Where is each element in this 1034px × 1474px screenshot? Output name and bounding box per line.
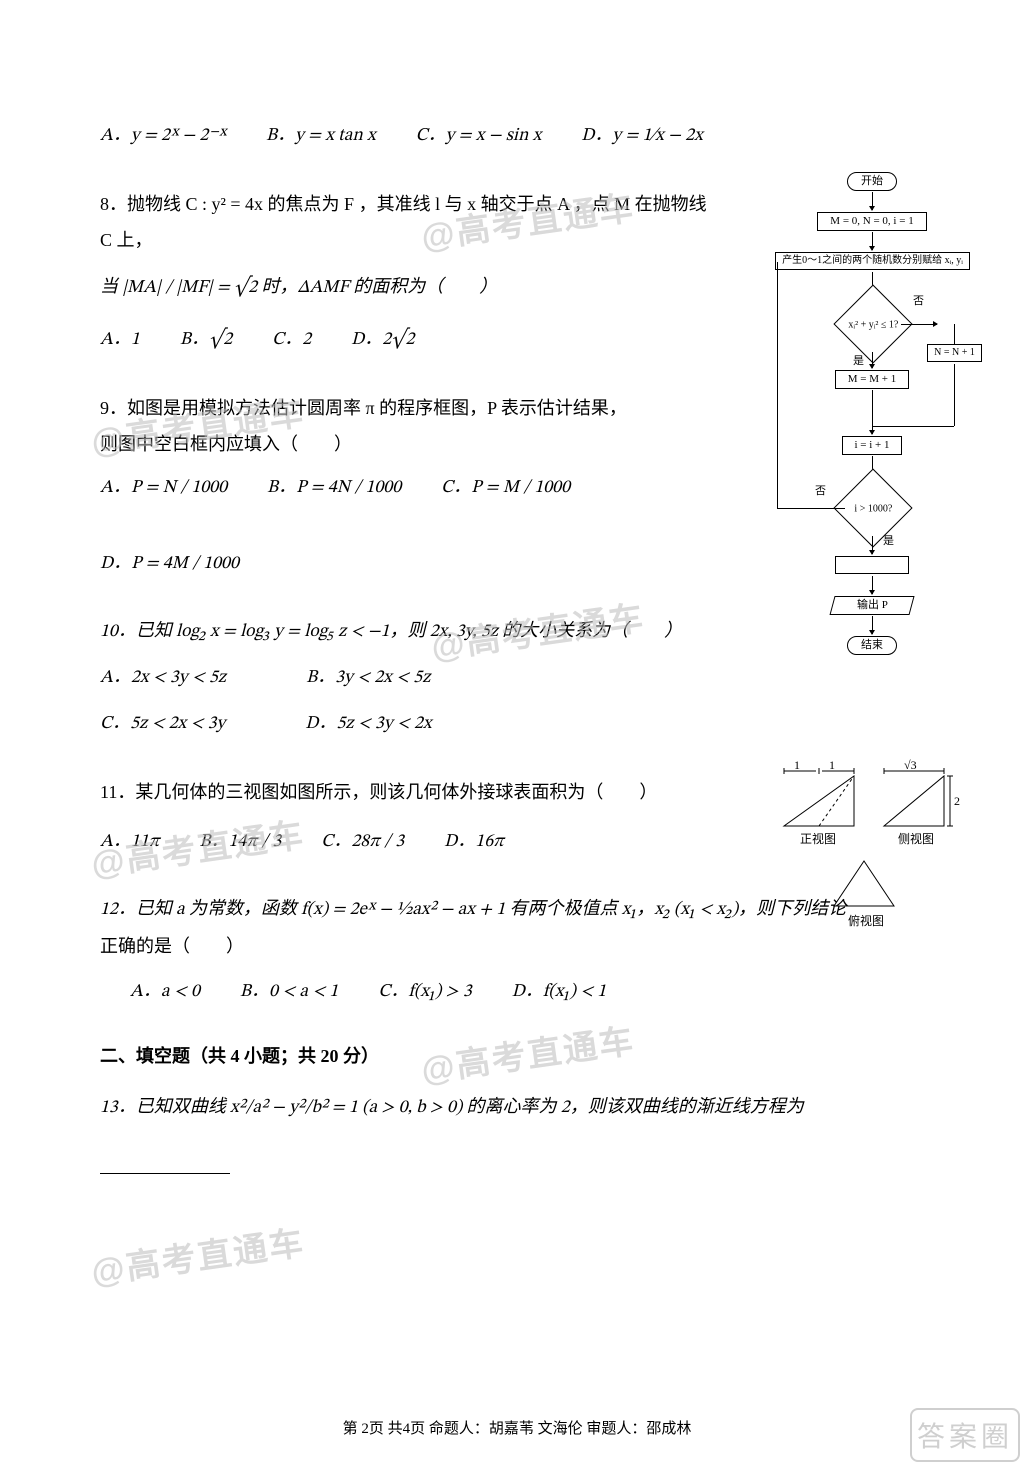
q8-opt-B: B．√2 <box>180 322 232 358</box>
q9-stem1: 9．如图是用模拟方法估计圆周率 π 的程序框图，P 表示估计结果， <box>100 390 700 426</box>
fc-arrow <box>777 508 845 509</box>
fc-arrow <box>872 352 873 368</box>
q9: 9．如图是用模拟方法估计圆周率 π 的程序框图，P 表示估计结果， 则图中空白框… <box>100 390 700 582</box>
fc-start: 开始 <box>847 172 897 191</box>
fc-cond2: i > 1000? <box>833 468 912 547</box>
q8-opt-C: C．2 <box>272 322 311 358</box>
q13-stem: 13．已知双曲线 x²/a² − y²/b² = 1 (a > 0, b > 0… <box>100 1099 804 1117</box>
q10-opt-D: D．5z < 3y < 2x <box>305 706 431 742</box>
q7-opt-D: D．y = 1⁄x − 2x <box>581 118 702 154</box>
flowchart: 开始 M = 0, N = 0, i = 1 产生0～1之间的两个随机数分别赋给… <box>757 172 982 682</box>
three-view-svg <box>774 766 964 936</box>
fc-rand: 产生0～1之间的两个随机数分别赋给 xᵢ, yᵢ <box>775 252 970 270</box>
q8-stem2: 当 |MA| / |MF| = √2 时，ΔAMF 的面积为（ ） <box>100 270 720 306</box>
tv-dim-1b: 1 <box>829 758 835 773</box>
q10: 10．已知 log₂ x = log₃ y = log₅ z < −1，则 2x… <box>100 614 740 742</box>
tv-front-cap: 正视图 <box>800 830 836 847</box>
tv-dim-1a: 1 <box>794 758 800 773</box>
exam-page: @高考直通车 @高考直通车 @高考直通车 @高考直通车 @高考直通车 @高考直通… <box>0 0 1034 1474</box>
fc-blank <box>835 556 909 574</box>
fc-arrow <box>954 324 955 344</box>
q10-opt-A: A．2x < 3y < 5z <box>100 660 226 696</box>
fc-no-label: 否 <box>913 292 924 308</box>
q12-opt-B: B．0 < a < 1 <box>240 974 338 1010</box>
q13: 13．已知双曲线 x²/a² − y²/b² = 1 (a > 0, b > 0… <box>100 1088 934 1186</box>
fc-end: 结束 <box>847 636 897 655</box>
q11-stem: 11．某几何体的三视图如图所示，则该几何体外接球表面积为（ ） <box>100 774 720 810</box>
q8-opt-D: D．2√2 <box>351 322 414 358</box>
q7-opt-A: A．y = 2ˣ − 2⁻ˣ <box>100 118 226 154</box>
fc-no2-label: 否 <box>815 482 826 498</box>
q11-opt-C: C．28π / 3 <box>321 824 404 860</box>
fc-arrow <box>901 324 937 325</box>
q8-stem1: 8．抛物线 C : y² = 4x 的焦点为 F ，其准线 l 与 x 轴交于点… <box>100 186 720 258</box>
fc-arrow <box>872 536 873 554</box>
answer-badge: 答案圈 <box>910 1408 1020 1462</box>
fc-n-inc: N = N + 1 <box>927 344 982 362</box>
fc-init: M = 0, N = 0, i = 1 <box>817 212 927 231</box>
q7-options: A．y = 2ˣ − 2⁻ˣ B．y = x tan x C．y = x − s… <box>100 118 934 154</box>
page-footer: 第 2页 共4页 命题人：胡嘉苇 文海伦 审题人：邵成林 <box>0 1417 1034 1438</box>
q12-opt-C: C．f(x₁) > 3 <box>378 974 471 1010</box>
q8-opt-A: A．1 <box>100 322 140 358</box>
q9-opt-B: B．P = 4N / 1000 <box>267 470 401 506</box>
q11: 11．某几何体的三视图如图所示，则该几何体外接球表面积为（ ） A．11π B．… <box>100 774 720 860</box>
q11-opt-A: A．11π <box>100 824 159 860</box>
fc-arrow <box>872 390 873 434</box>
fc-arrow <box>777 262 778 508</box>
q10-opt-B: B．3y < 2x < 5z <box>306 660 430 696</box>
q11-opt-D: D．16π <box>444 824 504 860</box>
q12-opt-D: D．f(x₁) < 1 <box>512 974 606 1010</box>
fc-yes2-label: 是 <box>883 532 894 548</box>
tv-dim-2: 2 <box>954 794 960 809</box>
three-view-figure: 1 1 √3 2 正视图 侧视图 俯视图 <box>774 766 964 936</box>
fc-m-inc: M = M + 1 <box>835 370 909 389</box>
fc-i-inc: i = i + 1 <box>842 436 902 455</box>
q12-opt-A: A．a < 0 <box>130 974 200 1010</box>
q10-opt-C: C．5z < 2x < 3y <box>100 706 225 742</box>
fc-arrow <box>872 192 873 210</box>
fc-arrow <box>872 232 873 250</box>
section-2-title: 二、填空题（共 4 小题；共 20 分） <box>100 1042 934 1068</box>
q9-opt-D: D．P = 4M / 1000 <box>100 546 239 582</box>
q13-blank <box>100 1173 230 1174</box>
q9-stem2: 则图中空白框内应填入（ ） <box>100 426 700 462</box>
q9-opt-A: A．P = N / 1000 <box>100 470 227 506</box>
q7-opt-B: B．y = x tan x <box>266 118 376 154</box>
tv-top-cap: 俯视图 <box>848 912 884 929</box>
q10-stem: 10．已知 log₂ x = log₃ y = log₅ z < −1，则 2x… <box>100 614 740 650</box>
q11-opt-B: B．14π / 3 <box>199 824 281 860</box>
fc-arrow <box>954 364 955 426</box>
fc-yes-label: 是 <box>853 352 864 368</box>
q7-opt-C: C．y = x − sin x <box>416 118 542 154</box>
fc-output: 输出 P <box>829 596 914 615</box>
q8: 8．抛物线 C : y² = 4x 的焦点为 F ，其准线 l 与 x 轴交于点… <box>100 186 720 358</box>
tv-side-cap: 侧视图 <box>898 830 934 847</box>
fc-arrow <box>872 616 873 634</box>
watermark: @高考直通车 <box>88 1215 308 1293</box>
q9-opt-C: C．P = M / 1000 <box>441 470 570 506</box>
fc-cond1-label: xᵢ² + yᵢ² ≤ 1? <box>833 320 913 331</box>
fc-cond2-label: i > 1000? <box>833 504 913 515</box>
fc-output-label: 输出 P <box>857 599 888 612</box>
tv-dim-sqrt3: √3 <box>904 758 917 773</box>
fc-arrow <box>872 576 873 594</box>
fc-arrow <box>872 426 954 427</box>
